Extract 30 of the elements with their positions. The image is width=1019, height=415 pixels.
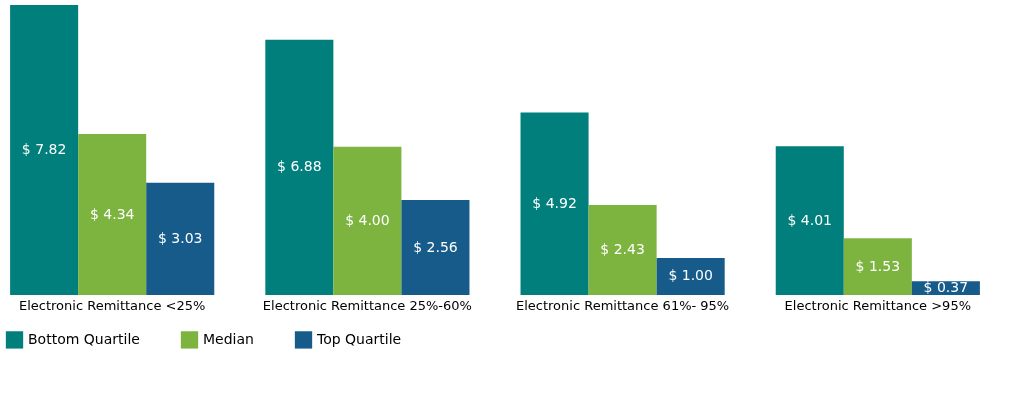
- bar: [333, 146, 402, 295]
- legend-label: Top Quartile: [316, 330, 402, 347]
- data-label: $ 1.53: [855, 257, 901, 274]
- x-tick-label: Electronic Remittance 61%- 95%: [515, 297, 730, 313]
- bar: [520, 112, 589, 295]
- bar: [10, 5, 79, 295]
- data-label: $ 4.34: [89, 205, 135, 222]
- data-label: $ 0.37: [923, 279, 969, 296]
- data-label: $ 4.00: [345, 211, 390, 228]
- bar: [775, 146, 844, 295]
- bar: [843, 238, 912, 295]
- data-label: $ 4.01: [787, 211, 833, 228]
- legend-label: Bottom Quartile: [28, 330, 140, 347]
- bar: [78, 134, 147, 295]
- bar: [656, 257, 725, 295]
- data-label: $ 6.88: [277, 158, 322, 175]
- data-label: $ 2.43: [600, 240, 645, 257]
- data-label: $ 7.82: [21, 141, 67, 157]
- x-tick-label: Electronic Remittance <25%: [18, 297, 206, 313]
- bar: [588, 204, 657, 295]
- x-tick-label: Electronic Remittance >95%: [784, 297, 972, 313]
- data-label: $ 3.03: [157, 229, 203, 246]
- bar: [265, 39, 334, 295]
- legend-label: Median: [203, 330, 254, 347]
- data-label: $ 1.00: [668, 267, 713, 284]
- x-tick-label: Electronic Remittance 25%-60%: [262, 297, 472, 313]
- bar: [146, 182, 215, 295]
- data-label: $ 4.92: [532, 194, 577, 211]
- bar: [401, 200, 470, 295]
- data-label: $ 2.56: [413, 238, 458, 255]
